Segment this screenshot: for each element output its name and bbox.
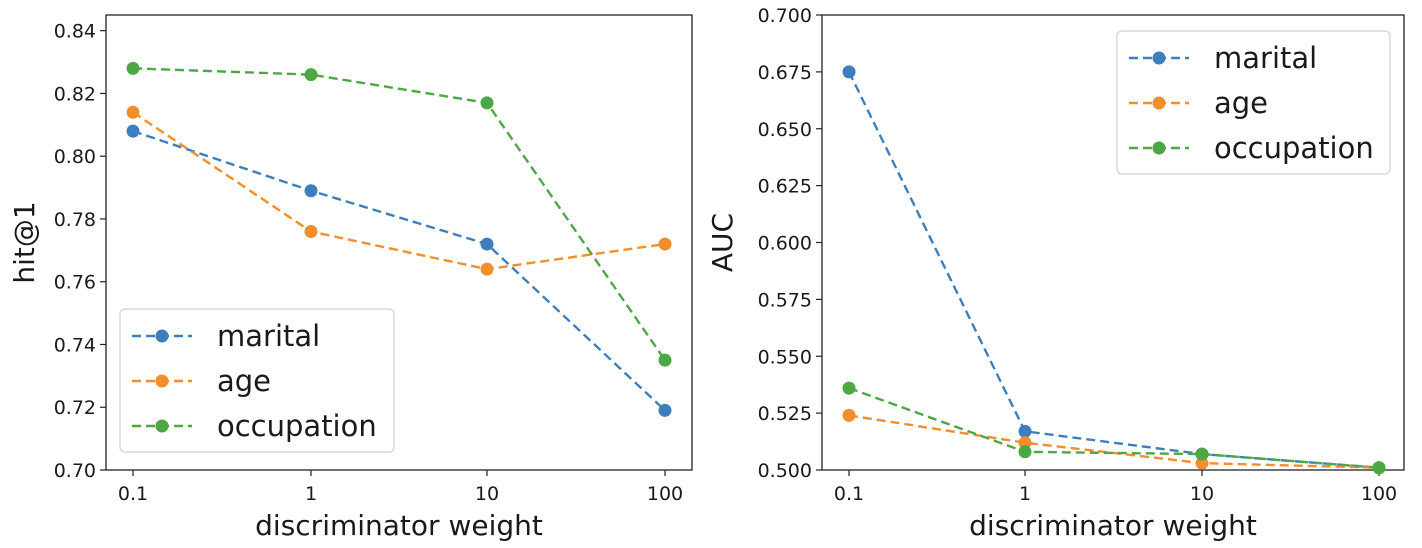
x-tick-label: 1 xyxy=(1019,483,1031,505)
data-point-marital xyxy=(658,403,672,417)
data-point-occupation xyxy=(480,96,494,110)
data-point-age xyxy=(1018,436,1032,450)
y-tick-label: 0.70 xyxy=(54,460,96,482)
legend-marker-occupation xyxy=(1152,141,1166,155)
y-tick-label: 0.500 xyxy=(758,460,812,482)
y-tick-label: 0.675 xyxy=(758,62,812,84)
legend-marker-marital xyxy=(1152,51,1166,65)
x-tick-label: 10 xyxy=(475,483,499,505)
y-tick-label: 0.80 xyxy=(54,146,96,168)
legend-marker-age xyxy=(1152,96,1166,110)
legend-label-age: age xyxy=(217,364,271,398)
chart-panel-2: 0.500 0.525 0.550 0.575 0.600 0.625 0.650 0.675… xyxy=(706,5,1405,542)
series-line-marital xyxy=(132,129,666,412)
data-point-marital xyxy=(842,65,856,79)
legend: marital age occupation xyxy=(1116,30,1391,175)
data-point-occupation xyxy=(658,353,672,367)
series-line-occupation xyxy=(132,67,666,361)
x-tick-label: 100 xyxy=(647,483,683,505)
data-point-occupation xyxy=(126,61,140,75)
data-point-marital xyxy=(126,124,140,138)
data-point-occupation xyxy=(304,68,318,82)
legend: marital age occupation xyxy=(119,308,395,453)
y-tick-label: 0.575 xyxy=(758,289,812,311)
x-tick-label: 100 xyxy=(1361,483,1397,505)
x-axis-label: discriminator weight xyxy=(969,509,1257,542)
series-line-marital xyxy=(847,71,1380,469)
series-line-occupation xyxy=(848,386,1380,469)
x-tick-label: 10 xyxy=(1190,483,1214,505)
y-axis-label: hit@1 xyxy=(8,201,41,283)
data-point-age xyxy=(842,408,856,422)
x-tick-label: 0.1 xyxy=(118,483,148,505)
y-tick-label: 0.700 xyxy=(758,5,812,27)
legend-label-marital: marital xyxy=(217,319,320,353)
x-tick-label: 0.1 xyxy=(834,483,864,505)
y-tick-label: 0.72 xyxy=(54,397,96,419)
y-tick-label: 0.650 xyxy=(758,119,812,141)
legend-marker-marital xyxy=(155,329,169,343)
y-tick-label: 0.74 xyxy=(54,334,96,356)
data-point-marital xyxy=(480,237,494,251)
plot-frame xyxy=(105,14,693,471)
x-tick-label: 1 xyxy=(305,483,317,505)
y-tick-label: 0.84 xyxy=(54,21,96,43)
legend-box xyxy=(1116,30,1391,175)
data-point-age xyxy=(480,262,494,276)
data-point-age xyxy=(1195,456,1209,470)
y-axis-label: AUC xyxy=(706,213,739,272)
data-point-age xyxy=(126,105,140,119)
data-point-age xyxy=(658,237,672,251)
series-line-age xyxy=(848,414,1380,469)
legend-marker-occupation xyxy=(155,419,169,433)
legend-label-age: age xyxy=(1214,86,1268,120)
legend-marker-age xyxy=(155,374,169,388)
data-point-age xyxy=(304,225,318,239)
data-point-occupation xyxy=(842,381,856,395)
legend-label-occupation: occupation xyxy=(217,409,377,443)
y-tick-label: 0.76 xyxy=(54,272,96,294)
legend-box xyxy=(119,308,395,453)
chart-panel-1: 0.70 0.72 0.74 0.76 0.78 0.80 0.82 0.84 0.1 1 10 10… xyxy=(8,14,693,542)
data-point-occupation xyxy=(1372,461,1386,475)
y-tick-label: 0.525 xyxy=(758,403,812,425)
y-tick-label: 0.82 xyxy=(54,83,96,105)
x-axis-label: discriminator weight xyxy=(255,509,543,542)
data-point-marital xyxy=(1018,424,1032,438)
y-tick-label: 0.78 xyxy=(54,209,96,231)
legend-label-occupation: occupation xyxy=(1214,131,1374,165)
y-tick-label: 0.600 xyxy=(758,233,812,255)
y-tick-label: 0.550 xyxy=(758,346,812,368)
y-tick-label: 0.625 xyxy=(758,176,812,198)
data-point-occupation xyxy=(1195,447,1209,461)
data-point-marital xyxy=(304,184,318,198)
data-point-occupation xyxy=(1018,445,1032,459)
legend-label-marital: marital xyxy=(1214,41,1317,75)
series-line-age xyxy=(132,111,666,271)
